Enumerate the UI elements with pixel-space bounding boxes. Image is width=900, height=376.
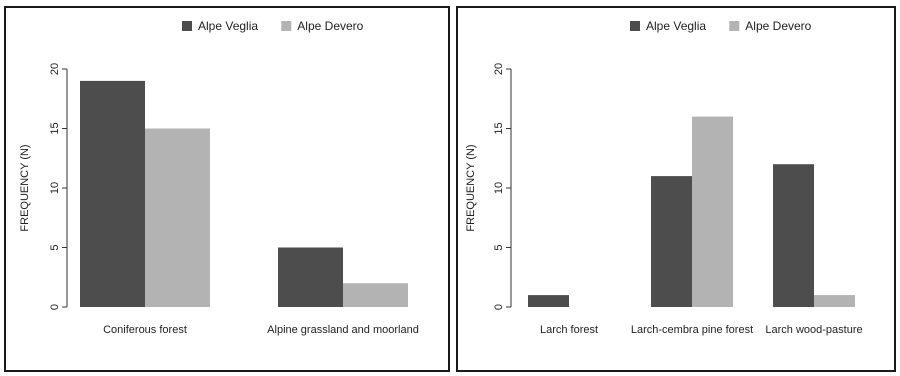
x-category-label: Coniferous forest <box>103 324 187 336</box>
y-tick-label: 10 <box>49 182 61 194</box>
x-category-label: Alpine grassland and moorland <box>267 324 419 336</box>
x-category-label: Larch wood-pasture <box>765 324 862 336</box>
y-tick-label: 20 <box>49 63 61 75</box>
y-tick-label: 5 <box>493 244 505 250</box>
legend-label: Alpe Devero <box>297 19 363 33</box>
legend-label: Alpe Veglia <box>646 19 706 33</box>
bar <box>278 247 343 307</box>
x-category-label: Larch-cembra pine forest <box>631 324 753 336</box>
y-axis-title: FREQUENCY (N) <box>19 144 31 231</box>
bar <box>343 283 408 307</box>
x-category-label: Larch forest <box>540 324 598 336</box>
chart-panel-left: Alpe Veglia Alpe Devero 0 5 10 15 20 FREQUENCY … <box>4 6 450 372</box>
legend-label: Alpe Veglia <box>198 19 258 33</box>
legend-label: Alpe Devero <box>745 19 811 33</box>
y-tick-label: 15 <box>49 122 61 134</box>
y-tick-label: 0 <box>493 304 505 310</box>
bar <box>528 295 569 307</box>
y-tick-label: 0 <box>49 304 61 310</box>
bar <box>80 80 145 308</box>
chart-panel-right: Alpe Veglia Alpe Devero 0 5 10 15 20 FREQUENCY … <box>456 6 896 372</box>
bar <box>651 176 692 307</box>
legend-swatch <box>281 21 292 31</box>
y-tick-label: 10 <box>493 182 505 194</box>
y-tick-label: 15 <box>493 122 505 134</box>
chart-right-svg: Alpe Veglia Alpe Devero 0 5 10 15 20 FREQUENCY … <box>465 19 863 336</box>
legend-swatch <box>182 21 192 31</box>
bar <box>692 116 733 307</box>
legend-swatch <box>630 21 640 31</box>
y-tick-label: 5 <box>49 244 61 250</box>
y-tick-label: 20 <box>493 63 505 75</box>
legend-swatch <box>729 21 740 31</box>
chart-left-svg: Alpe Veglia Alpe Devero 0 5 10 15 20 FREQUENCY … <box>19 19 419 336</box>
bar <box>814 295 855 307</box>
bar <box>773 164 814 307</box>
bar <box>145 128 210 307</box>
y-axis-title: FREQUENCY (N) <box>465 144 477 231</box>
